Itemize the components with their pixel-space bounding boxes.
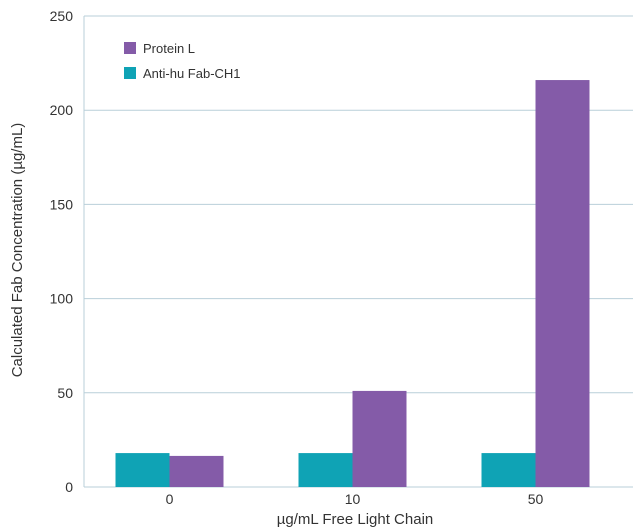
- legend-label: Anti-hu Fab-CH1: [143, 66, 241, 81]
- bar-protein-l-10: [352, 390, 407, 487]
- bar-anti-hu-fab-ch1-10: [298, 453, 353, 487]
- y-axis-title: Calculated Fab Concentration (µg/mL): [9, 123, 26, 378]
- bar-anti-hu-fab-ch1-50: [481, 453, 536, 487]
- bar-protein-l-50: [535, 80, 590, 487]
- x-axis-title: µg/mL Free Light Chain: [277, 511, 434, 528]
- legend-label: Protein L: [143, 41, 195, 56]
- bars: [115, 80, 590, 487]
- legend: Protein L Anti-hu Fab-CH1: [124, 41, 241, 81]
- y-tick-label: 0: [65, 479, 73, 495]
- x-tick-label: 50: [528, 491, 544, 507]
- x-axis-ticks: 0 10 50: [166, 491, 544, 507]
- legend-swatch: [124, 42, 136, 54]
- y-tick-label: 200: [50, 102, 74, 118]
- bar-anti-hu-fab-ch1-0: [115, 453, 170, 487]
- y-tick-label: 100: [50, 291, 74, 307]
- y-tick-label: 250: [50, 8, 74, 24]
- gridlines: [83, 15, 633, 488]
- legend-swatch: [124, 67, 136, 79]
- y-tick-label: 50: [57, 385, 73, 401]
- x-tick-label: 0: [166, 491, 174, 507]
- x-tick-label: 10: [345, 491, 361, 507]
- y-tick-label: 150: [50, 196, 74, 212]
- y-axis-ticks: 0 50 100 150 200 250: [50, 8, 74, 495]
- bar-protein-l-0: [169, 455, 224, 487]
